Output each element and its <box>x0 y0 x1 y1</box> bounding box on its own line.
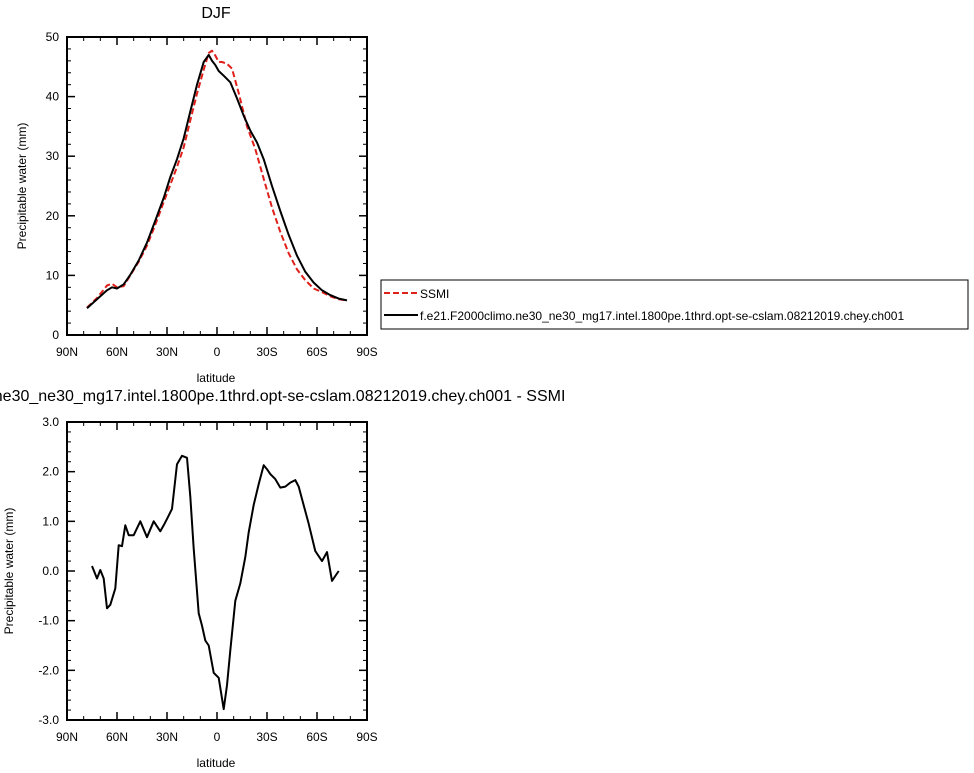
x-tick-label: 60N <box>106 730 128 744</box>
series-lines <box>86 49 348 309</box>
y-tick-label: 40 <box>46 90 60 104</box>
x-tick-label: 30N <box>156 345 178 359</box>
y-tick-label: -3.0 <box>38 713 59 727</box>
x-tick-label: 30S <box>256 730 277 744</box>
axis-ticks: 90N 60N 30N 0 30S 60S 90S -3.0 -2.0 -1.0 0.0 1.0 2.0… <box>38 415 377 744</box>
x-tick-label: 90N <box>56 730 78 744</box>
series-line-ssmi <box>86 49 348 309</box>
x-tick-label: 0 <box>214 730 221 744</box>
djf-precip-panel: DJF Precipitable water (mm) latitude 90N… <box>15 5 378 385</box>
legend-label-ssmi: SSMI <box>420 287 449 301</box>
legend: SSMI f.e21.F2000climo.ne30_ne30_mg17.int… <box>380 279 969 330</box>
y-tick-label: -1.0 <box>38 614 59 628</box>
y-tick-label: -2.0 <box>38 663 59 677</box>
series-line-difference <box>91 454 340 711</box>
series-line-model <box>86 53 348 309</box>
series-lines <box>91 454 340 711</box>
x-axis-label: latitude <box>197 756 236 770</box>
y-tick-label: 20 <box>46 209 60 223</box>
difference-panel: f.e21.F2000climo.ne30_ne30_mg17.intel.18… <box>0 388 565 770</box>
y-tick-label: 1.0 <box>42 514 59 528</box>
axis-ticks: 90N 60N 30N 0 30S 60S 90S 0 10 20 30 40 50 <box>46 30 378 359</box>
x-tick-label: 0 <box>214 345 221 359</box>
y-tick-label: 0.0 <box>42 564 59 578</box>
plot-frame <box>66 36 368 336</box>
y-tick-label: 0 <box>52 328 59 342</box>
legend-box <box>380 279 969 330</box>
x-tick-label: 90N <box>56 345 78 359</box>
y-tick-label: 2.0 <box>42 465 59 479</box>
x-axis-label: latitude <box>197 371 236 385</box>
y-axis-label: Precipitable water (mm) <box>15 123 29 250</box>
legend-label-model: f.e21.F2000climo.ne30_ne30_mg17.intel.18… <box>420 309 904 323</box>
x-tick-label: 90S <box>356 730 377 744</box>
y-tick-label: 30 <box>46 149 60 163</box>
x-tick-label: 30S <box>256 345 277 359</box>
chart-title: DJF <box>201 5 231 22</box>
x-tick-label: 60S <box>306 730 327 744</box>
x-tick-label: 30N <box>156 730 178 744</box>
y-axis-label: Precipitable water (mm) <box>2 508 16 635</box>
x-tick-label: 60S <box>306 345 327 359</box>
plot-frame <box>66 421 368 721</box>
y-tick-label: 10 <box>46 268 60 282</box>
x-tick-label: 60N <box>106 345 128 359</box>
x-tick-label: 90S <box>356 345 377 359</box>
y-tick-label: 3.0 <box>42 415 59 429</box>
y-tick-label: 50 <box>46 30 60 44</box>
chart-title: f.e21.F2000climo.ne30_ne30_mg17.intel.18… <box>0 388 565 405</box>
